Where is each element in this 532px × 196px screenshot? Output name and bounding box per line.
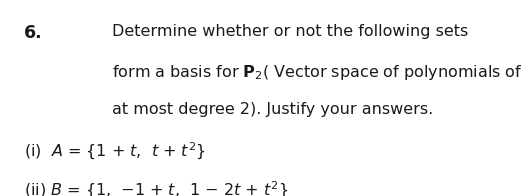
Text: (ii) $B$ = {1,  $-$1 + $t$,  1 $-$ 2$t$ + $t^2$}: (ii) $B$ = {1, $-$1 + $t$, 1 $-$ 2$t$ + … [24, 180, 288, 196]
Text: form a basis for $\mathbf{P}_2$( Vector space of polynomials of: form a basis for $\mathbf{P}_2$( Vector … [112, 63, 522, 82]
Text: at most degree 2). Justify your answers.: at most degree 2). Justify your answers. [112, 102, 433, 117]
Text: Determine whether or not the following sets: Determine whether or not the following s… [112, 24, 468, 39]
Text: 6.: 6. [24, 24, 43, 42]
Text: (i)  $A$ = {1 + $t$,  $t$ + $t^2$}: (i) $A$ = {1 + $t$, $t$ + $t^2$} [24, 141, 206, 162]
